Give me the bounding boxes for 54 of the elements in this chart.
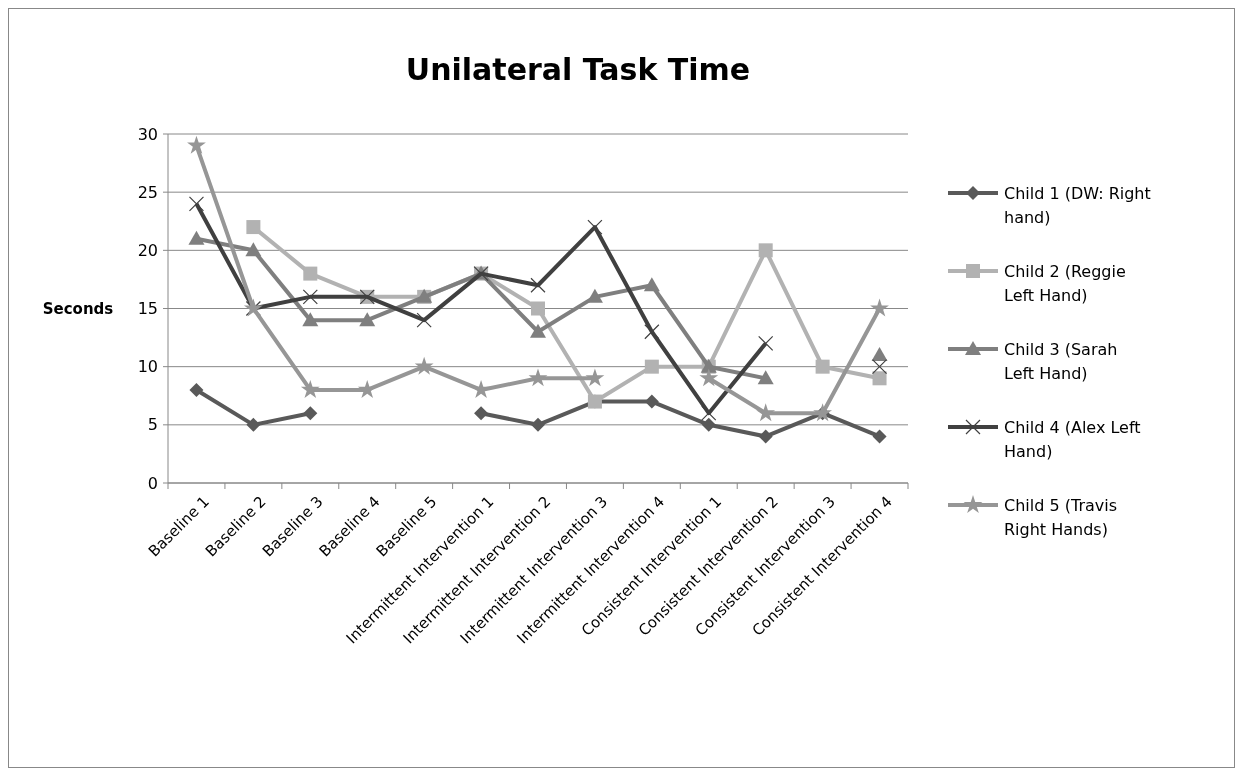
point [303, 266, 318, 281]
point [359, 312, 376, 327]
point [246, 417, 261, 432]
point [474, 406, 489, 421]
chart-title: Unilateral Task Time [405, 52, 751, 87]
point [815, 359, 830, 374]
point [414, 356, 434, 375]
point [246, 220, 261, 235]
point [699, 368, 719, 387]
point [585, 368, 605, 387]
point [302, 289, 318, 305]
legend-label: Child 1 (DW: Right hand) [1004, 183, 1151, 227]
point [245, 242, 262, 257]
point [587, 219, 603, 235]
point [530, 323, 546, 338]
y-tick-label: 15 [137, 299, 158, 319]
point [872, 429, 887, 444]
point [757, 370, 774, 385]
legend-label: Child 2 (Reggie Left Hand) [1004, 261, 1126, 305]
point [872, 371, 887, 386]
point [758, 243, 773, 258]
point [187, 135, 206, 154]
point [870, 298, 889, 317]
y-tick-label: 0 [147, 473, 158, 493]
point [701, 417, 716, 432]
point [531, 417, 545, 432]
point [530, 277, 546, 293]
point [644, 394, 659, 409]
point [189, 382, 204, 397]
point [416, 312, 432, 328]
point [303, 406, 318, 421]
point [756, 403, 776, 422]
y-tick-label: 20 [137, 240, 158, 260]
point [758, 429, 773, 444]
point [871, 347, 888, 362]
y-tick-label: 5 [147, 415, 158, 435]
y-tick-label: 10 [137, 357, 158, 377]
point [302, 312, 319, 327]
point [528, 368, 548, 387]
legend-label: Child 5 (Travis Right Hands) [1004, 495, 1118, 539]
point [758, 335, 774, 351]
point [644, 359, 659, 374]
point [188, 230, 205, 245]
point [644, 324, 660, 340]
y-tick-label: 25 [137, 182, 158, 202]
y-tick-label: 30 [137, 124, 158, 144]
y-axis-title: Seconds [42, 299, 114, 318]
legend-label: Child 4 (Alex Left Hand) [1004, 417, 1141, 461]
point [643, 277, 660, 292]
point [300, 380, 320, 398]
point [188, 196, 205, 212]
point [531, 301, 545, 316]
legend-label: Child 3 (Sarah Left Hand) [1004, 339, 1118, 383]
point [871, 359, 888, 375]
